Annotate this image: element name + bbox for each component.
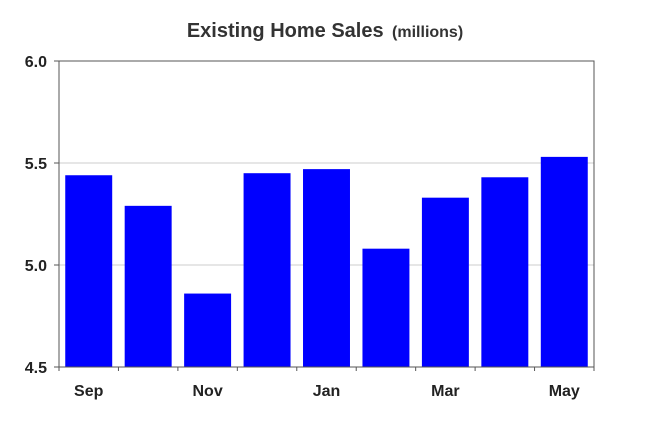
bar-sep	[65, 175, 113, 367]
y-tick-label: 5.5	[25, 156, 47, 173]
bar-apr	[481, 177, 529, 367]
label-layer: 4.5 5.0 5.5 6.0 Sep Nov Jan Mar May	[25, 54, 580, 400]
bar-may	[540, 156, 588, 367]
x-tick-label: Jan	[313, 383, 341, 400]
bar-dec	[243, 173, 291, 367]
x-tick-label: May	[549, 383, 580, 400]
chart-title: Existing Home Sales (millions)	[0, 20, 650, 43]
x-tick-label: Mar	[431, 383, 459, 400]
bar-feb	[362, 248, 410, 367]
bars-layer	[65, 156, 588, 367]
chart-title-unit: (millions)	[392, 24, 464, 41]
chart-title-main: Existing Home Sales	[186, 20, 384, 42]
x-tick-label: Nov	[192, 383, 222, 400]
y-tick-label: 4.5	[25, 360, 47, 377]
axis-layer	[54, 60, 595, 371]
bar-nov	[184, 293, 232, 367]
bar-oct	[124, 205, 172, 367]
x-tick-label: Sep	[74, 383, 104, 400]
plot-frame	[58, 60, 595, 368]
y-tick-label: 6.0	[25, 54, 47, 71]
bar-jan	[303, 169, 350, 367]
bar-mar	[421, 197, 469, 367]
y-tick-label: 5.0	[25, 258, 47, 275]
